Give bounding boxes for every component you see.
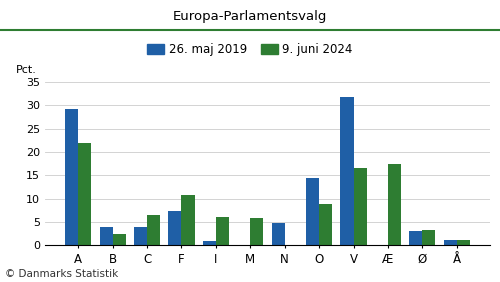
Text: Europa-Parlamentsvalg: Europa-Parlamentsvalg xyxy=(173,10,327,23)
Legend: 26. maj 2019, 9. juni 2024: 26. maj 2019, 9. juni 2024 xyxy=(142,38,358,61)
Bar xyxy=(306,178,319,245)
Bar xyxy=(182,195,194,245)
Bar xyxy=(354,168,366,245)
Text: © Danmarks Statistik: © Danmarks Statistik xyxy=(5,269,118,279)
Bar xyxy=(272,223,284,245)
Bar xyxy=(340,97,353,245)
Bar xyxy=(319,204,332,245)
Text: Pct.: Pct. xyxy=(16,65,37,75)
Bar xyxy=(388,164,401,245)
Bar xyxy=(216,217,229,245)
Bar xyxy=(422,230,436,245)
Bar xyxy=(78,142,92,245)
Bar xyxy=(65,109,78,245)
Bar xyxy=(444,240,456,245)
Bar xyxy=(100,227,112,245)
Bar xyxy=(134,227,147,245)
Bar xyxy=(112,234,126,245)
Bar xyxy=(168,211,181,245)
Bar xyxy=(409,231,422,245)
Bar xyxy=(147,215,160,245)
Bar xyxy=(250,218,264,245)
Bar xyxy=(203,241,216,245)
Bar xyxy=(456,240,470,245)
